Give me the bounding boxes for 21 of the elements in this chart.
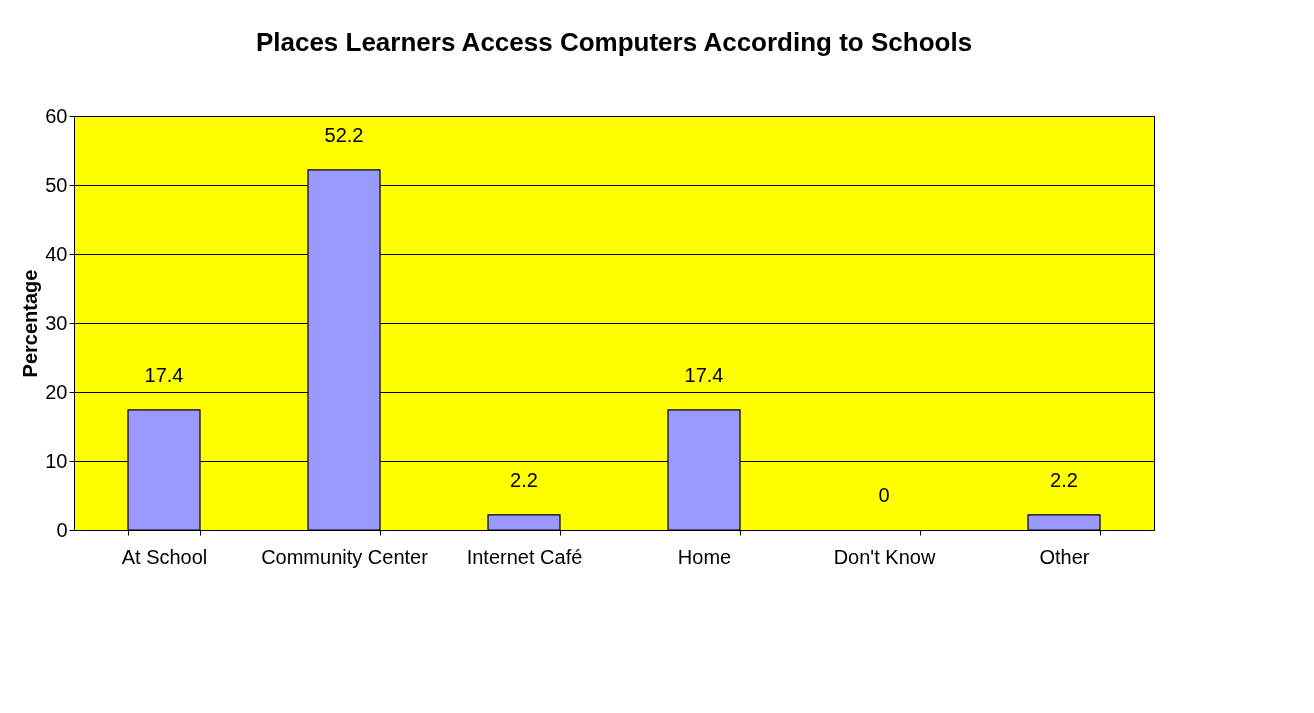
y-tick-label: 0	[56, 518, 68, 541]
y-tick-label: 10	[45, 449, 68, 472]
x-tick-label: Don't Know	[833, 545, 936, 568]
x-tick-label: At School	[121, 545, 208, 568]
y-tick-label: 20	[45, 380, 68, 403]
x-tick-label: Other	[1039, 545, 1090, 568]
x-tick-label: Internet Café	[466, 545, 583, 568]
x-tick-label: Community Center	[261, 545, 429, 568]
data-label: 0	[878, 484, 890, 506]
data-label: 17.4	[684, 363, 724, 386]
y-axis-title: Percentage	[19, 269, 42, 378]
data-label: 52.2	[324, 123, 364, 146]
data-label: 2.2	[1050, 468, 1078, 491]
data-label: 2.2	[510, 468, 538, 491]
x-tick-label: Home	[677, 545, 732, 568]
data-label: 17.4	[144, 363, 184, 386]
y-tick-label: 40	[45, 242, 68, 265]
y-tick-label: 60	[45, 104, 68, 127]
chart-title: Places Learners Access Computers According to Schools	[255, 27, 973, 57]
y-tick-label: 30	[45, 311, 68, 334]
y-tick-label: 50	[45, 173, 68, 196]
